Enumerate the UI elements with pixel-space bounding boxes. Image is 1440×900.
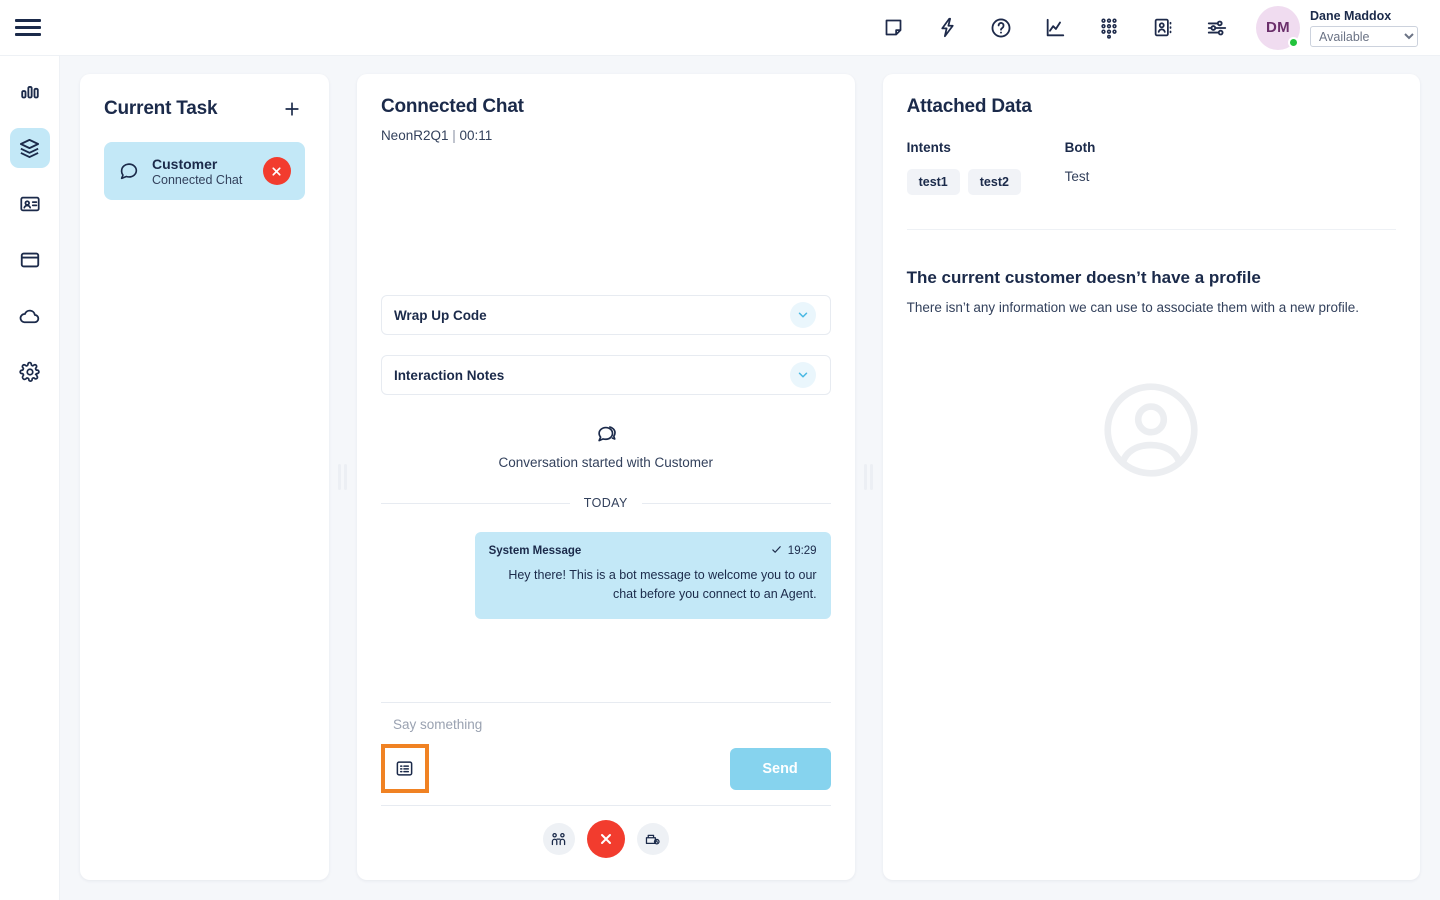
both-label: Both (1064, 140, 1096, 155)
intent-chip: test2 (967, 169, 1021, 195)
attached-data-column-intents: Intents test1 test2 (906, 140, 1065, 195)
contacts-icon[interactable] (1146, 11, 1180, 45)
hamburger-icon[interactable] (0, 0, 56, 56)
close-icon[interactable] (262, 157, 291, 185)
sidebar-item-windows[interactable] (10, 240, 50, 280)
sidebar-item-cloud[interactable] (10, 296, 50, 336)
end-interaction-button[interactable] (586, 820, 625, 858)
user-circle-icon (907, 377, 1396, 483)
dialpad-icon[interactable] (1092, 11, 1126, 45)
message-text: Hey there! This is a bot message to welc… (508, 568, 817, 602)
interaction-notes-label: Interaction Notes (393, 367, 505, 383)
attached-data-column-both: Both Test (1065, 140, 1223, 195)
message-sender: System Message (488, 545, 582, 557)
note-icon[interactable] (876, 11, 910, 45)
composer-actions: Send (380, 742, 831, 805)
connected-chat-panel: Connected Chat NeonR2Q1 | 00:11 Wrap Up … (356, 74, 855, 880)
status-select[interactable]: Available (1310, 25, 1418, 47)
chat-top-spacer (381, 143, 831, 295)
user-block: DM Dane Maddox Available (1256, 5, 1418, 50)
divider-line-left (380, 502, 570, 504)
day-divider: TODAY (380, 496, 831, 510)
task-title: Customer (152, 155, 218, 172)
intents-label: Intents (906, 140, 951, 155)
check-icon (771, 544, 782, 558)
message-bubble-system: System Message 19:29 Hey there! This is … (474, 532, 831, 619)
chat-composer: Say something Send (380, 702, 831, 858)
current-task-header: Current Task (104, 96, 305, 122)
send-button[interactable]: Send (729, 747, 831, 790)
analytics-icon[interactable] (1038, 11, 1072, 45)
attached-data-panel: Attached Data Intents test1 test2 Both T… (882, 74, 1420, 880)
panel-resize-handle-right[interactable] (855, 74, 883, 880)
chat-separator: | (452, 128, 456, 143)
conversation-started-block: Conversation started with Customer (381, 423, 831, 470)
message-meta: 19:29 (771, 544, 817, 558)
sidebar-item-contacts[interactable] (10, 184, 50, 224)
divider-line-right (641, 502, 831, 504)
call-controls (380, 805, 831, 858)
chat-channel: NeonR2Q1 (380, 128, 449, 143)
chat-subheader: NeonR2Q1 | 00:11 (381, 128, 831, 143)
help-icon[interactable] (984, 11, 1018, 45)
panel-resize-handle-left[interactable] (329, 74, 357, 880)
message-input[interactable]: Say something (392, 717, 483, 732)
task-text: Customer Connected Chat (152, 156, 251, 187)
wrap-up-code-label: Wrap Up Code (393, 307, 487, 323)
no-profile-body: There isn’t any information we can use t… (906, 300, 1360, 315)
attached-data-grid: Intents test1 test2 Both Test (906, 140, 1396, 195)
task-card-customer[interactable]: Customer Connected Chat (104, 142, 305, 200)
transfer-people-icon[interactable] (542, 823, 575, 855)
message-header: System Message 19:29 (489, 544, 817, 558)
sidebar-item-dashboard[interactable] (10, 72, 50, 112)
day-divider-label: TODAY (583, 496, 628, 510)
sidebar-item-workspace[interactable] (9, 128, 50, 168)
queue-list-icon[interactable] (380, 744, 429, 793)
sidebar-item-settings[interactable] (10, 352, 50, 392)
intent-chip: test1 (906, 169, 960, 195)
chat-bubbles-icon (381, 423, 831, 447)
current-task-panel: Current Task Customer Connected Chat (80, 74, 329, 880)
no-profile-heading: The current customer doesn’t have a prof… (906, 268, 1261, 287)
intents-chips: test1 test2 (906, 169, 1065, 195)
section-divider (906, 229, 1396, 230)
interaction-notes-accordion[interactable]: Interaction Notes (380, 355, 831, 395)
avatar[interactable]: DM (1256, 5, 1300, 50)
chevron-down-icon (789, 362, 816, 388)
message-time: 19:29 (787, 545, 817, 557)
user-name: Dane Maddox (1310, 8, 1392, 23)
chevron-down-icon (789, 302, 816, 328)
left-nav-rail (0, 56, 60, 900)
presence-dot (1288, 36, 1299, 48)
page-title: Current Task (104, 98, 218, 119)
user-meta: Dane Maddox Available (1310, 9, 1418, 47)
chat-bubble-icon (118, 160, 140, 182)
top-header: DM Dane Maddox Available (0, 0, 1440, 56)
consult-icon[interactable] (636, 823, 669, 855)
settings-sliders-icon[interactable] (1200, 11, 1234, 45)
header-icon-group (876, 11, 1234, 45)
message-row: System Message 19:29 Hey there! This is … (381, 532, 831, 619)
composer-top-divider (380, 702, 831, 703)
attached-data-title: Attached Data (906, 96, 1032, 117)
conversation-started-text: Conversation started with Customer (498, 455, 714, 470)
task-subtitle: Connected Chat (152, 172, 243, 187)
lightning-icon[interactable] (930, 11, 964, 45)
both-value: Test (1064, 169, 1090, 184)
chat-duration: 00:11 (459, 128, 493, 143)
content-area: Current Task Customer Connected Chat (60, 56, 1440, 900)
add-task-button[interactable] (279, 96, 305, 122)
wrap-up-code-accordion[interactable]: Wrap Up Code (380, 295, 831, 335)
chat-title: Connected Chat (380, 96, 524, 117)
